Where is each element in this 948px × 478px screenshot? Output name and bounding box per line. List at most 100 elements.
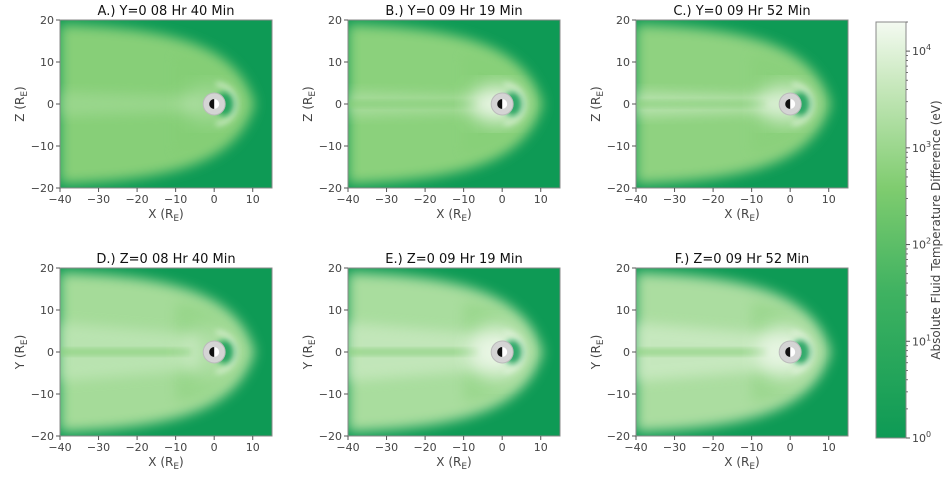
y-tick-label: −20: [319, 182, 342, 195]
x-tick-label: 0: [787, 441, 794, 454]
y-tick-label: 10: [328, 56, 342, 69]
x-tick-label: −30: [87, 441, 110, 454]
y-tick-label: 20: [40, 262, 54, 275]
x-tick-label: −10: [452, 441, 475, 454]
x-tick-label: −40: [624, 441, 647, 454]
y-tick-label: −20: [607, 182, 630, 195]
x-tick-label: 0: [499, 193, 506, 206]
x-axis-label: X (RE): [436, 455, 471, 472]
colorbar-gradient: [875, 21, 907, 439]
x-tick-label: −10: [164, 441, 187, 454]
y-tick-label: 0: [623, 346, 630, 359]
x-tick-label: −30: [87, 193, 110, 206]
magnetopause-arc: [791, 330, 814, 374]
panel-0: A.) Y=0 08 Hr 40 Min −40 −30 −20 −10 0 10 −20 −1…: [13, 4, 273, 224]
x-axis-label: X (RE): [724, 455, 759, 472]
panel-title: F.) Z=0 09 Hr 52 Min: [675, 252, 810, 267]
x-tick-label: 0: [787, 193, 794, 206]
earth-nightside: [497, 347, 503, 357]
y-axis-label: Y (RE): [589, 335, 606, 371]
heatmap-3: [60, 268, 272, 436]
y-tick-label: 10: [40, 304, 54, 317]
x-axis-label: X (RE): [436, 207, 471, 224]
panel-title: D.) Z=0 08 Hr 40 Min: [96, 252, 235, 267]
panel-1: B.) Y=0 09 Hr 19 Min −40 −30 −20 −10 0 10 −20 −1…: [301, 4, 561, 224]
y-tick-label: −20: [319, 430, 342, 443]
y-tick-label: 0: [335, 98, 342, 111]
x-tick-label: −20: [413, 193, 436, 206]
y-tick-label: 0: [623, 98, 630, 111]
y-tick-label: −10: [319, 140, 342, 153]
panel-5: F.) Z=0 09 Hr 52 Min −40 −30 −20 −10 0 10 −20 −1…: [589, 252, 849, 472]
y-tick-label: 10: [616, 304, 630, 317]
magnetopause-arc: [215, 82, 238, 126]
earth-nightside: [209, 99, 215, 109]
x-tick-label: 0: [499, 441, 506, 454]
y-tick-label: −10: [31, 388, 54, 401]
x-axis-label: X (RE): [148, 455, 183, 472]
current-sheet: [636, 100, 768, 108]
y-axis-label: Z (RE): [301, 86, 318, 121]
x-axis-label: X (RE): [148, 207, 183, 224]
x-tick-label: −20: [701, 441, 724, 454]
x-tick-label: −30: [663, 441, 686, 454]
y-tick-label: −20: [31, 182, 54, 195]
x-tick-label: 0: [211, 193, 218, 206]
x-tick-label: 10: [534, 193, 548, 206]
y-tick-label: 10: [616, 56, 630, 69]
earth-nightside: [497, 99, 503, 109]
panel-4: E.) Z=0 09 Hr 19 Min −40 −30 −20 −10 0 10 −20 −1…: [301, 252, 561, 472]
x-tick-label: −30: [375, 441, 398, 454]
y-tick-label: −10: [607, 140, 630, 153]
y-axis-label: Y (RE): [301, 335, 318, 371]
earth-nightside: [785, 99, 791, 109]
y-tick-label: −10: [31, 140, 54, 153]
y-tick-label: 20: [40, 14, 54, 27]
y-tick-label: 20: [616, 262, 630, 275]
heatmap-1: [348, 20, 560, 188]
x-tick-label: 10: [246, 193, 260, 206]
colorbar-tick-label: 101: [912, 333, 931, 348]
current-sheet: [348, 100, 480, 108]
y-tick-label: 20: [328, 262, 342, 275]
x-tick-label: −40: [336, 193, 359, 206]
x-tick-label: −10: [452, 193, 475, 206]
x-tick-label: −40: [48, 441, 71, 454]
panel-2: C.) Y=0 09 Hr 52 Min −40 −30 −20 −10 0 10 −20 −1…: [589, 4, 849, 224]
panel-3: D.) Z=0 08 Hr 40 Min −40 −30 −20 −10 0 10 −20 −1…: [13, 252, 273, 472]
earth-nightside: [785, 347, 791, 357]
colorbar-label: Absolute Fluid Temperature Difference (e…: [929, 100, 943, 359]
y-tick-label: −20: [31, 430, 54, 443]
x-tick-label: −30: [663, 193, 686, 206]
current-sheet: [636, 348, 768, 356]
magnetopause-arc: [503, 330, 526, 374]
y-tick-label: 10: [328, 304, 342, 317]
panel-title: E.) Z=0 09 Hr 19 Min: [385, 252, 522, 267]
magnetopause-arc: [503, 82, 526, 126]
heatmap-2: [636, 20, 848, 188]
x-tick-label: −20: [125, 441, 148, 454]
magnetopause-arc: [791, 82, 814, 126]
x-tick-label: −10: [164, 193, 187, 206]
y-tick-label: 0: [47, 98, 54, 111]
x-tick-label: −10: [740, 441, 763, 454]
x-tick-label: −20: [413, 441, 436, 454]
x-tick-label: −40: [48, 193, 71, 206]
x-axis-label: X (RE): [724, 207, 759, 224]
x-tick-label: −40: [336, 441, 359, 454]
x-tick-label: 0: [211, 441, 218, 454]
x-tick-label: −10: [740, 193, 763, 206]
x-tick-label: −40: [624, 193, 647, 206]
y-axis-label: Z (RE): [13, 86, 30, 121]
heatmap-5: [636, 268, 848, 436]
y-tick-label: 0: [47, 346, 54, 359]
colorbar-tick-label: 103: [912, 140, 931, 155]
y-tick-label: 10: [40, 56, 54, 69]
x-tick-label: −20: [125, 193, 148, 206]
y-tick-label: 20: [616, 14, 630, 27]
y-tick-label: −10: [607, 388, 630, 401]
y-tick-label: −20: [607, 430, 630, 443]
colorbar-tick-label: 102: [912, 237, 931, 252]
x-tick-label: 10: [822, 193, 836, 206]
